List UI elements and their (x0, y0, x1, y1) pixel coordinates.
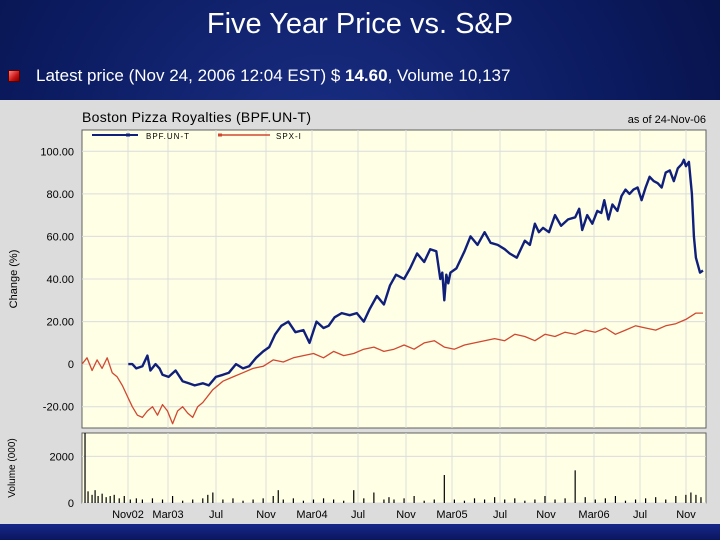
chart-area: Boston Pizza Royalties (BPF.UN-T) as of 2… (0, 100, 720, 524)
price-ytick-label: 0 (68, 359, 74, 371)
series-line-bpf (128, 158, 704, 387)
chart-title: Boston Pizza Royalties (BPF.UN-T) (82, 109, 311, 125)
x-tick-label: Mar04 (296, 509, 327, 521)
price-ytick-label: 80.00 (46, 189, 74, 201)
bullet-marker (8, 70, 20, 82)
price-summary: Latest price (Nov 24, 2006 12:04 EST) $ … (8, 66, 510, 86)
x-tick-label: Jul (633, 509, 647, 521)
legend-label: SPX-I (276, 132, 302, 141)
x-tick-label: Mar03 (152, 509, 183, 521)
slide-footer-band (0, 524, 720, 540)
volume-axis-label: Volume (000) (7, 438, 18, 497)
latest-price: 14.60 (345, 66, 388, 85)
slide-title: Five Year Price vs. S&P (206, 8, 514, 40)
volume-ytick-label: 2000 (50, 451, 74, 463)
volume-plot-area (81, 432, 707, 504)
price-ytick-label: -20.00 (43, 402, 74, 414)
x-tick-label: Mar06 (578, 509, 609, 521)
series-line-spx (81, 312, 703, 425)
x-tick-label: Nov (536, 509, 556, 521)
price-ytick-label: 20.00 (46, 317, 74, 329)
x-tick-label: Nov (676, 509, 696, 521)
chart-date: as of 24-Nov-06 (628, 114, 706, 126)
x-tick-label: Nov02 (112, 509, 144, 521)
x-tick-label: Nov (396, 509, 416, 521)
price-volume-chart: Boston Pizza Royalties (BPF.UN-T) as of 2… (7, 109, 707, 521)
x-tick-label: Jul (209, 509, 223, 521)
x-tick-label: Jul (351, 509, 365, 521)
price-axis-label: Change (%) (8, 250, 20, 309)
x-tick-label: Jul (493, 509, 507, 521)
price-summary-suffix: , Volume 10,137 (387, 66, 511, 85)
price-ytick-label: 100.00 (40, 146, 74, 158)
x-tick-label: Mar05 (436, 509, 467, 521)
price-ytick-label: 60.00 (46, 231, 74, 243)
x-tick-label: Nov (256, 509, 276, 521)
volume-ytick-label: 0 (68, 498, 74, 510)
price-ytick-label: 40.00 (46, 274, 74, 286)
price-summary-prefix: Latest price (Nov 24, 2006 12:04 EST) $ (36, 66, 346, 85)
legend-label: BPF.UN-T (146, 132, 190, 141)
